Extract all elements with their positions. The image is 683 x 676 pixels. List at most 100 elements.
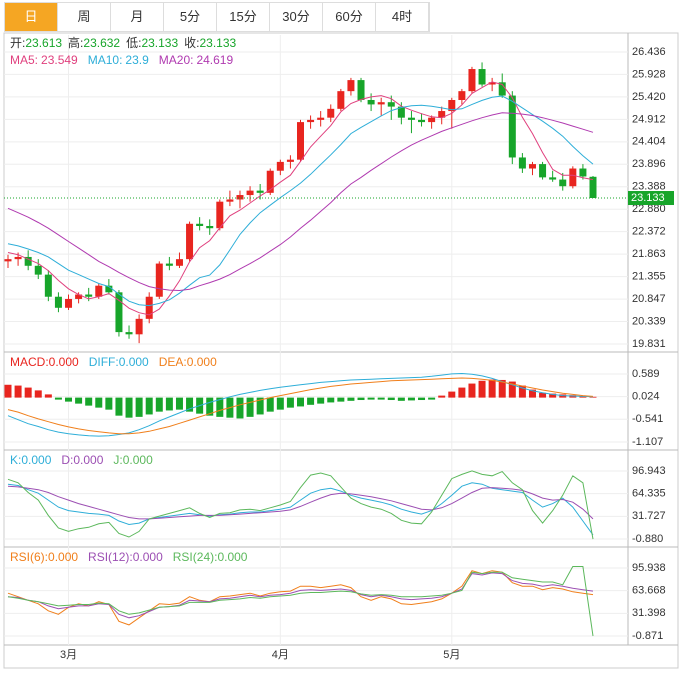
ohlc-value: 23.632 <box>83 36 120 50</box>
ohlc-value: 23.133 <box>141 36 178 50</box>
y-tick-label: 0.589 <box>632 368 660 380</box>
legend-readout: 0.000 <box>73 453 103 467</box>
candle-body <box>407 117 415 120</box>
period-tab[interactable]: 15分 <box>217 3 270 31</box>
legend-readout: 0.000 <box>21 453 51 467</box>
macd-bar <box>347 397 355 401</box>
macd-bar <box>266 397 274 412</box>
candle-body <box>145 296 153 319</box>
candle-body <box>327 108 335 118</box>
y-tick-label: 24.912 <box>632 113 666 125</box>
period-tab[interactable]: 4时 <box>376 3 429 31</box>
legend-name: MACD: <box>10 355 49 369</box>
candle-body <box>478 69 486 85</box>
last-price-box <box>628 191 674 206</box>
indicator-line <box>7 566 594 637</box>
candle-body <box>75 294 83 299</box>
legend-value: 24.619 <box>196 53 233 67</box>
period-tabs: 日周月 5分 15分 30分 60分 4时 <box>4 2 430 32</box>
y-tick-label: 95.938 <box>632 562 666 574</box>
y-tick-label: 64.335 <box>632 488 666 500</box>
indicator-line <box>7 377 594 435</box>
candle-body <box>549 177 557 180</box>
x-tick-label: 3月 <box>60 649 77 661</box>
y-tick-label: 26.436 <box>632 46 666 58</box>
y-tick-label: 22.372 <box>632 226 666 238</box>
macd-bar <box>317 397 325 404</box>
macd-bar <box>488 379 496 398</box>
y-tick-label: 25.420 <box>632 91 666 103</box>
candle-body <box>216 201 224 229</box>
candle-body <box>357 80 365 100</box>
macd-bar <box>65 397 73 402</box>
candle-body <box>256 190 264 193</box>
indicator-line <box>7 485 594 520</box>
chart-frame <box>3 32 679 669</box>
macd-bar <box>125 397 133 418</box>
candle-body <box>569 168 577 187</box>
macd-bar <box>75 397 83 404</box>
legend-value: 23.9 <box>125 53 149 67</box>
period-tab[interactable]: 30分 <box>270 3 323 31</box>
period-tab[interactable]: 月 <box>111 3 164 31</box>
macd-bar <box>589 396 597 398</box>
macd-bar <box>549 393 557 398</box>
macd-bar <box>528 389 536 398</box>
candle-body <box>135 318 143 335</box>
legend-name: RSI(24): <box>173 550 218 564</box>
macd-bar <box>85 397 93 406</box>
candle-body <box>196 223 204 226</box>
candle-body <box>175 259 183 266</box>
macd-bar <box>407 397 415 401</box>
macd-bar <box>276 397 284 410</box>
macd-bar <box>337 397 345 402</box>
y-tick-label: 96.943 <box>632 465 666 477</box>
y-tick-label: 25.928 <box>632 68 666 80</box>
macd-bar <box>236 397 244 419</box>
candle-body <box>528 164 536 169</box>
ohlc-readout: 开:23.613 高:23.632 低:23.133 收:23.133 <box>10 35 237 50</box>
candle-body <box>559 179 567 187</box>
macd-bar <box>367 397 375 400</box>
legend-name: D: <box>61 453 73 467</box>
macd-bar <box>397 397 405 401</box>
candle-body <box>276 161 284 171</box>
candle-body <box>589 176 597 199</box>
x-tick-label: 4月 <box>272 649 289 661</box>
macd-bar <box>508 381 516 398</box>
legend-readout: 0.000 <box>48 550 78 564</box>
indicator-line <box>7 95 594 307</box>
legend-value: 23.549 <box>41 53 78 67</box>
macd-bar <box>428 397 436 400</box>
legend-readout: 0.000 <box>133 550 163 564</box>
y-tick-label: 20.847 <box>632 293 666 305</box>
macd-bar <box>155 397 163 412</box>
indicator-legend: K:0.000 D:0.000 J:0.000 <box>10 453 153 467</box>
y-tick-label: 24.404 <box>632 136 666 148</box>
period-tab[interactable]: 周 <box>58 3 111 31</box>
candle-body <box>438 111 446 118</box>
candle-body <box>186 223 194 260</box>
macd-bar <box>14 385 22 398</box>
macd-bar <box>297 397 304 407</box>
macd-bar <box>24 387 32 398</box>
macd-bar <box>478 380 486 398</box>
candle-body <box>65 298 73 308</box>
macd-bar <box>135 397 143 417</box>
macd-bar <box>448 391 456 398</box>
period-tab[interactable]: 日 <box>5 3 58 31</box>
macd-bar <box>468 383 476 398</box>
macd-bar <box>418 397 426 401</box>
ohlc-value: 23.613 <box>25 36 62 50</box>
candle-body <box>125 332 133 335</box>
candle-body <box>85 294 93 297</box>
y-tick-label: 23.896 <box>632 158 666 170</box>
legend-readout: 0.000 <box>187 355 217 369</box>
legend-readout: 0.000 <box>123 453 153 467</box>
period-tab[interactable]: 60分 <box>323 3 376 31</box>
candle-body <box>34 265 42 275</box>
y-tick-label: -1.107 <box>632 436 663 448</box>
period-tab[interactable]: 5分 <box>164 3 217 31</box>
legend-name: DIFF: <box>89 355 119 369</box>
